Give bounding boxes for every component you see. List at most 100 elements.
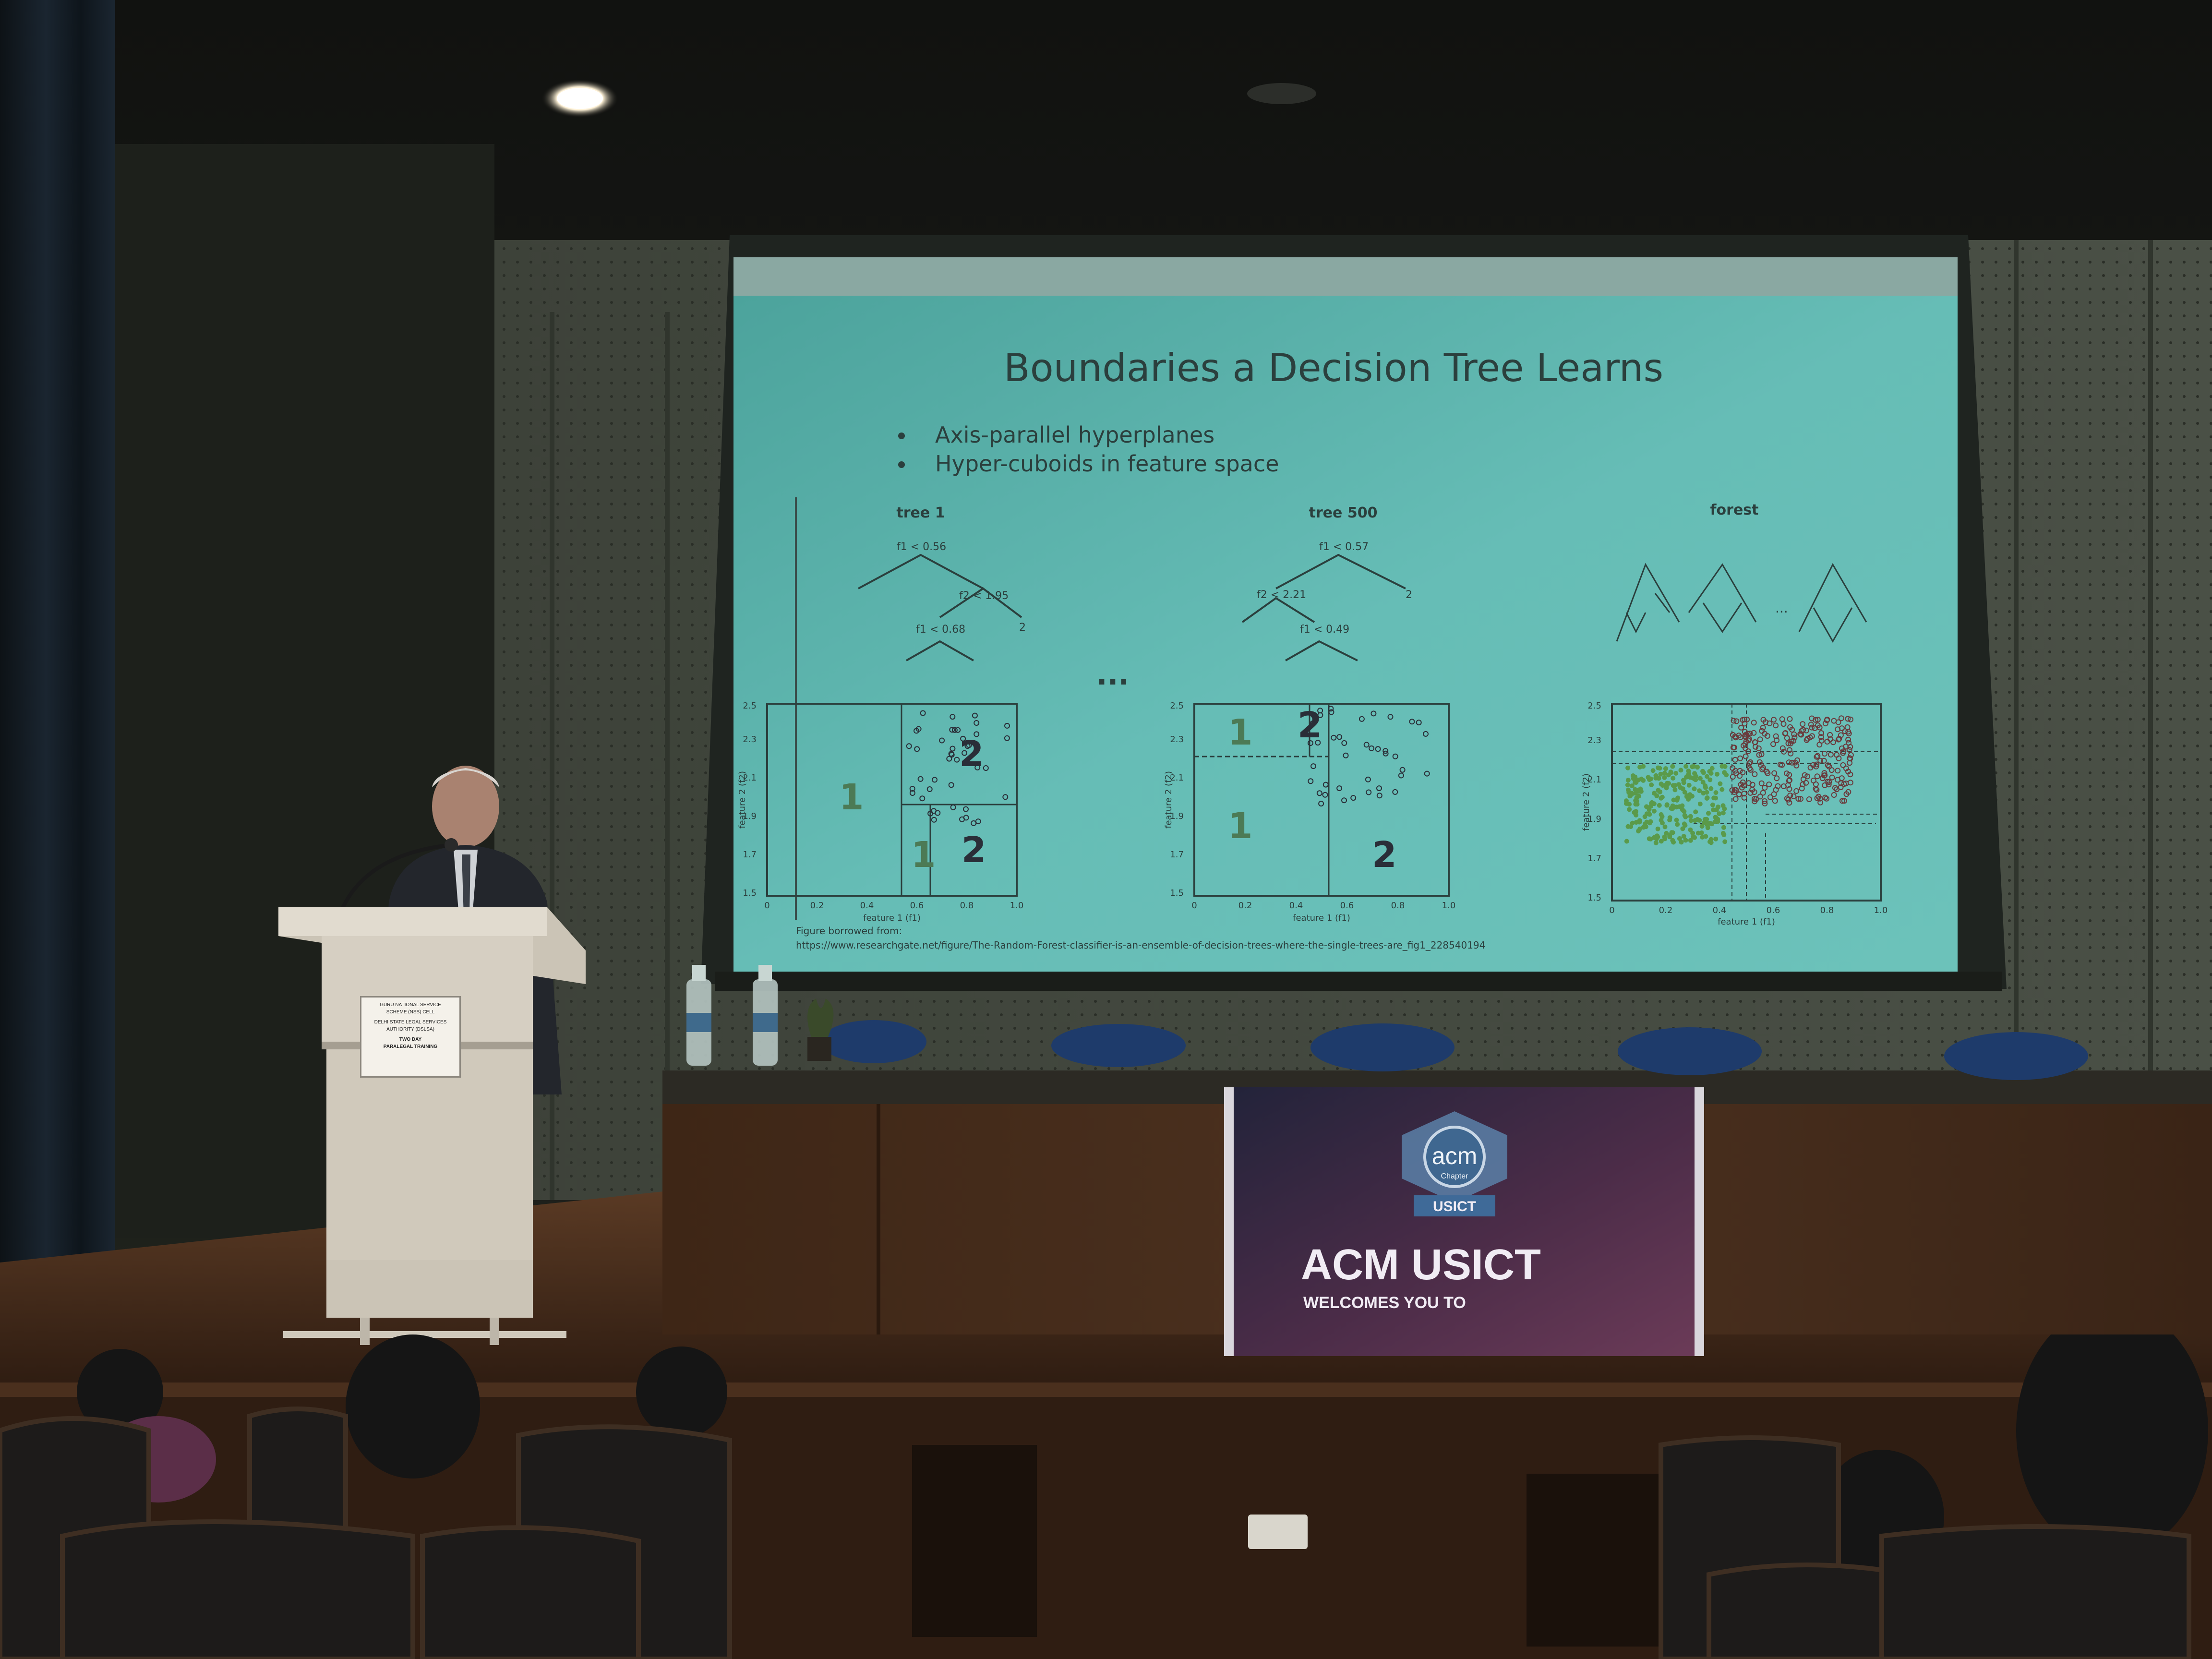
tree-node-label: f2 < 2.21 [1257, 589, 1306, 601]
scatter-point [1670, 830, 1675, 835]
scatter-point [1713, 790, 1719, 795]
scatter-point [1847, 756, 1853, 762]
scatter-point [1336, 785, 1343, 792]
scatter-point [1793, 788, 1800, 794]
scatter-point [1671, 797, 1676, 803]
region-label: 1 [839, 777, 864, 818]
scatter-point [1822, 782, 1828, 788]
scatter-point [1841, 798, 1847, 804]
scatter-point [1771, 717, 1777, 723]
scatter-point [1826, 781, 1832, 788]
scatter-point [1708, 837, 1714, 842]
scatter-point [1678, 768, 1683, 773]
banner-subline: WELCOMES YOU TO [1303, 1294, 1466, 1312]
scatter-point [1672, 787, 1678, 793]
tree-node-label: f2 < 1.95 [959, 590, 1009, 602]
water-bottle-icon [686, 965, 711, 1066]
projector-screen [701, 235, 2007, 991]
scatter-point [1328, 706, 1334, 712]
scatter-point [1675, 822, 1680, 827]
scatter-point [1773, 787, 1779, 793]
scatter-point [1703, 785, 1708, 790]
scatter-point [1343, 752, 1349, 758]
scatter-point [1806, 796, 1812, 802]
scatter-point [1667, 817, 1672, 823]
scatter-point [1688, 814, 1693, 819]
scatter-point [1331, 734, 1337, 741]
scatter-point [919, 795, 926, 802]
scatter-point [1647, 836, 1652, 842]
scatter-point [1751, 730, 1757, 736]
y-axis-label: feature 2 (f2) [1581, 773, 1591, 831]
scatter-point [1732, 757, 1738, 763]
scatter-point [1836, 736, 1842, 742]
podium [278, 907, 586, 1345]
scatter-point [1751, 789, 1757, 795]
scatter-point [931, 817, 937, 823]
acm-logo-icon: acm Chapter [1402, 1111, 1507, 1202]
scatter-point [1316, 790, 1322, 796]
forest-trees-icon [1616, 563, 1867, 643]
x-tick-label: 0 [1191, 901, 1197, 911]
scatter-point [1803, 780, 1809, 786]
scatter-point [1686, 769, 1691, 774]
scatter-point [909, 790, 915, 796]
scatter-point [1667, 834, 1672, 840]
scatter-point [1634, 820, 1639, 825]
scatter-point [1742, 741, 1748, 747]
panel-tree-1: tree 1 f1 < 0.56 f2 < 1.95 f1 < 0.68 2 1… [737, 505, 1026, 923]
scatter-point [1310, 763, 1316, 769]
scatter-point [1341, 740, 1347, 746]
scatter-point [1692, 835, 1697, 840]
panel-title: tree 1 [896, 505, 945, 521]
y-tick-label: 1.7 [1170, 850, 1184, 860]
tree-node-label: f1 < 0.56 [897, 541, 946, 553]
sign-line: TWO DAY [399, 1037, 422, 1042]
scatter-point [1659, 794, 1665, 800]
scatter-point [1774, 775, 1780, 781]
scatter-point [1671, 776, 1676, 781]
scatter-point [1848, 716, 1853, 722]
scatter-point [1835, 736, 1841, 743]
scatter-point [1730, 774, 1736, 780]
scatter-point [1715, 819, 1720, 824]
scatter-point [1318, 801, 1324, 807]
scatter-point [1392, 753, 1398, 759]
scatter-point [1635, 777, 1641, 782]
scatter-point [1799, 785, 1805, 792]
scatter-point [1847, 744, 1853, 750]
scatter-point [1664, 784, 1669, 790]
scatter-point [1808, 721, 1814, 728]
scatter-point [1701, 791, 1706, 796]
scatter-point [966, 742, 972, 748]
scatter-point [1670, 764, 1675, 769]
scatter-point [1656, 788, 1661, 793]
scatter-point [1625, 765, 1630, 770]
scatter-point [1807, 765, 1814, 770]
scatter-point [1756, 759, 1763, 765]
scatter-point [1795, 796, 1802, 802]
scatter-point [1814, 795, 1820, 801]
scatter-point [1747, 731, 1753, 737]
y-tick-label: 2.5 [1170, 701, 1184, 711]
scatter-point [1713, 836, 1719, 842]
scatter-point [1757, 736, 1763, 743]
scatter-point [1804, 773, 1811, 780]
bullet-dot-icon [898, 461, 905, 468]
scatter-point [1760, 717, 1767, 723]
scatter-point [1746, 760, 1753, 767]
scatter-point [1702, 820, 1707, 825]
scatter-point [1816, 742, 1823, 748]
x-tick-label: 0.2 [810, 901, 824, 911]
scatter-points [1307, 706, 1430, 807]
scatter-point [1671, 805, 1676, 810]
scatter-point [1677, 836, 1682, 841]
region-label: 2 [962, 830, 986, 871]
scatter-point [1376, 785, 1382, 792]
scatter-point [1815, 753, 1821, 759]
scatter-point [1840, 762, 1846, 768]
bullet-dot-icon [898, 433, 905, 439]
scatter-point [1694, 774, 1699, 779]
x-tick-label: 0.8 [1820, 905, 1834, 915]
scatter-point [1822, 721, 1828, 727]
